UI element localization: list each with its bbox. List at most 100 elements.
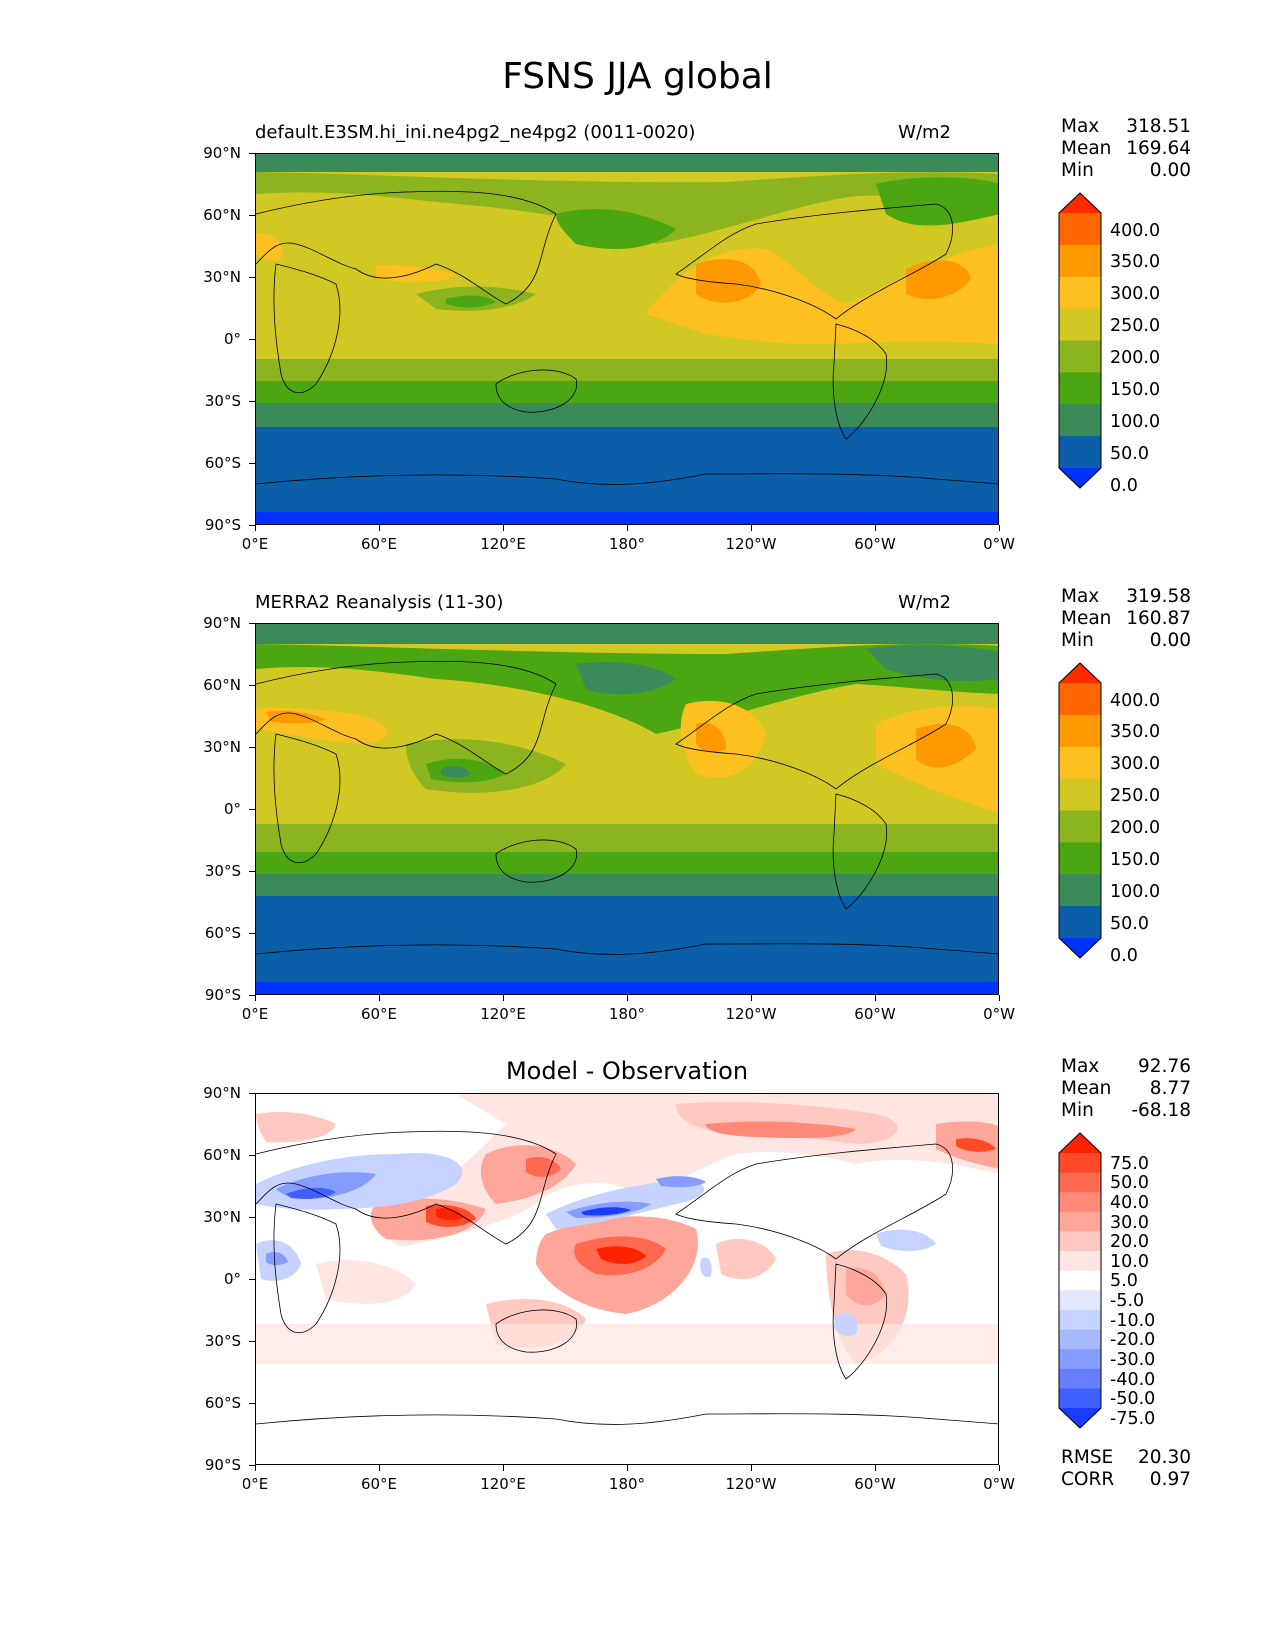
colorbar-band bbox=[1059, 1309, 1101, 1331]
colorbar-band bbox=[1059, 874, 1101, 907]
stat-row: Mean 160.87 bbox=[1061, 608, 1191, 630]
colorbar-band bbox=[1059, 1388, 1101, 1409]
colorbar-outline bbox=[1058, 662, 1102, 959]
lon-tick-mark bbox=[627, 995, 629, 1001]
colorbar-band bbox=[1059, 436, 1101, 469]
lat-tick-mark bbox=[249, 1155, 255, 1157]
colorbar-tick-label: 250.0 bbox=[1110, 316, 1161, 337]
colorbar-tick-label: 150.0 bbox=[1110, 379, 1161, 400]
colorbar-tick-label: 350.0 bbox=[1110, 722, 1161, 743]
lon-tick-label: 0°W bbox=[983, 1475, 1015, 1493]
lat-tick-mark bbox=[249, 1217, 255, 1219]
colorbar bbox=[1058, 192, 1102, 489]
colorbar-band bbox=[1059, 213, 1101, 246]
colorbar-tick-label: -40.0 bbox=[1110, 1369, 1156, 1390]
corr-label: CORR bbox=[1061, 1469, 1115, 1490]
map-difference-field bbox=[256, 1094, 998, 1464]
colorbar-tick-label: -75.0 bbox=[1110, 1408, 1156, 1429]
lon-tick-label: 180° bbox=[608, 1005, 646, 1023]
colorbar-tick-label: 50.0 bbox=[1110, 1173, 1149, 1194]
corr-row: CORR 0.97 bbox=[1061, 1469, 1191, 1491]
stat-label: Max bbox=[1061, 586, 1100, 607]
map-observation-field bbox=[256, 624, 998, 994]
lon-tick-mark bbox=[627, 525, 629, 531]
lat-tick-mark bbox=[249, 1465, 255, 1467]
lon-tick-mark bbox=[255, 525, 257, 531]
colorbar-band bbox=[1059, 1172, 1101, 1193]
colorbar-band bbox=[1059, 810, 1101, 843]
colorbar-extend-max bbox=[1059, 193, 1101, 213]
lat-tick-label: 60°N bbox=[203, 206, 241, 224]
colorbar-tick-label: 400.0 bbox=[1110, 690, 1161, 711]
lon-tick-label: 60°W bbox=[854, 1475, 896, 1493]
colorbar-band bbox=[1059, 1251, 1101, 1272]
rmse-label: RMSE bbox=[1061, 1447, 1114, 1468]
lon-tick-mark bbox=[255, 995, 257, 1001]
colorbar-band bbox=[1059, 1153, 1101, 1174]
lon-tick-label: 0°E bbox=[241, 1005, 269, 1023]
lat-tick-mark bbox=[249, 809, 255, 811]
colorbar-tick-label: 300.0 bbox=[1110, 284, 1161, 305]
lon-tick-mark bbox=[503, 1465, 505, 1471]
colorbar-band bbox=[1059, 1270, 1101, 1291]
lon-tick-mark bbox=[379, 1465, 381, 1471]
stat-label: Mean bbox=[1061, 138, 1112, 159]
lon-tick-mark bbox=[875, 1465, 877, 1471]
colorbar-extend-min bbox=[1059, 468, 1101, 488]
lon-tick-label: 120°E bbox=[480, 535, 526, 553]
stat-row: Min 0.00 bbox=[1061, 630, 1191, 652]
stat-label: Min bbox=[1061, 160, 1094, 181]
colorbar-tick-label: 20.0 bbox=[1110, 1232, 1149, 1253]
panel-units: W/m2 bbox=[898, 122, 951, 143]
lon-tick-label: 0°W bbox=[983, 1005, 1015, 1023]
stat-row: Min 0.00 bbox=[1061, 160, 1191, 182]
lat-tick-label: 60°S bbox=[204, 1394, 241, 1412]
map-model bbox=[255, 153, 999, 525]
stat-value: 0.00 bbox=[1149, 160, 1191, 181]
lon-tick-label: 120°E bbox=[480, 1475, 526, 1493]
colorbar-tick-label: -5.0 bbox=[1110, 1291, 1145, 1312]
colorbar-band bbox=[1059, 276, 1101, 310]
lat-tick-label: 90°N bbox=[203, 614, 241, 632]
rmse-row: RMSE 20.30 bbox=[1061, 1447, 1191, 1469]
stat-row: Max 92.76 bbox=[1061, 1056, 1191, 1078]
lat-tick-label: 30°N bbox=[203, 268, 241, 286]
stat-row: Min -68.18 bbox=[1061, 1100, 1191, 1122]
lat-tick-label: 90°N bbox=[203, 1084, 241, 1102]
lon-tick-label: 0°E bbox=[241, 535, 269, 553]
lon-tick-label: 120°W bbox=[725, 1475, 777, 1493]
colorbar-tick-label: 300.0 bbox=[1110, 754, 1161, 775]
lon-tick-mark bbox=[379, 995, 381, 1001]
stat-label: Mean bbox=[1061, 608, 1112, 629]
lat-tick-label: 90°N bbox=[203, 144, 241, 162]
lat-tick-label: 60°S bbox=[204, 924, 241, 942]
colorbar-extend-max bbox=[1059, 1133, 1101, 1153]
stat-row: Max 318.51 bbox=[1061, 116, 1191, 138]
lat-tick-mark bbox=[249, 277, 255, 279]
lon-tick-mark bbox=[751, 1465, 753, 1471]
colorbar bbox=[1058, 1132, 1102, 1429]
colorbar-band bbox=[1059, 906, 1101, 939]
panel-title-left: default.E3SM.hi_ini.ne4pg2_ne4pg2 (0011-… bbox=[255, 122, 696, 143]
colorbar-extend-max bbox=[1059, 663, 1101, 683]
lon-tick-label: 60°W bbox=[854, 535, 896, 553]
lat-tick-mark bbox=[249, 1403, 255, 1405]
colorbar-band bbox=[1059, 308, 1101, 341]
figure-title: FSNS JJA global bbox=[502, 56, 773, 97]
lat-tick-label: 90°S bbox=[204, 986, 241, 1004]
lat-tick-mark bbox=[249, 747, 255, 749]
colorbar-band bbox=[1059, 340, 1101, 373]
stat-value: 319.58 bbox=[1126, 586, 1191, 607]
map-model-field bbox=[256, 154, 998, 524]
colorbar-tick-label: 400.0 bbox=[1110, 220, 1161, 241]
colorbar-outline bbox=[1058, 192, 1102, 489]
lat-tick-mark bbox=[249, 1341, 255, 1343]
lat-tick-mark bbox=[249, 1093, 255, 1095]
colorbar-band bbox=[1059, 1329, 1101, 1350]
lat-tick-label: 30°S bbox=[204, 392, 241, 410]
colorbar-tick-label: 350.0 bbox=[1110, 252, 1161, 273]
colorbar-band bbox=[1059, 372, 1101, 405]
lat-tick-label: 0° bbox=[223, 330, 241, 348]
panel-model: default.E3SM.hi_ini.ne4pg2_ne4pg2 (0011-… bbox=[0, 116, 1275, 593]
colorbar-tick-label: 100.0 bbox=[1110, 411, 1161, 432]
